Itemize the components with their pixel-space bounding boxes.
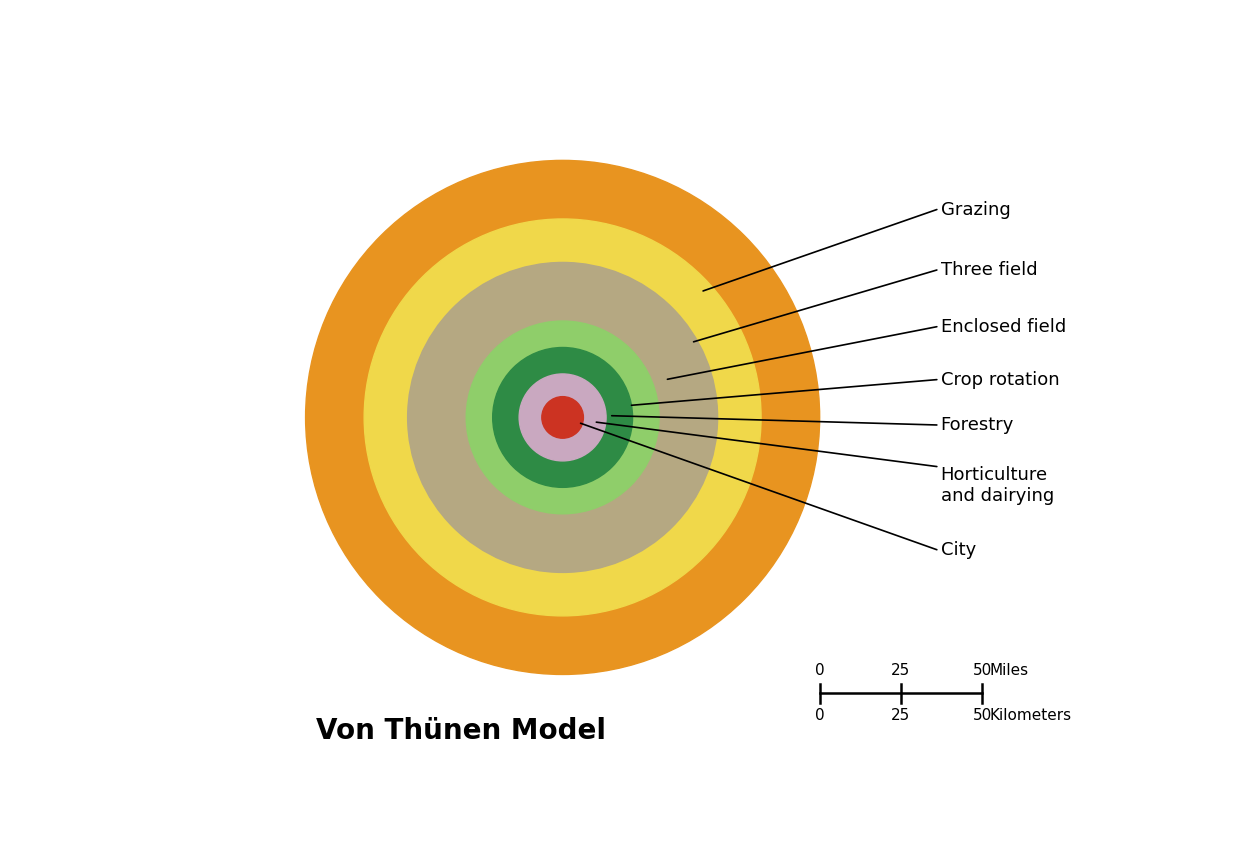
Circle shape (542, 397, 583, 438)
Text: Three field: Three field (940, 261, 1037, 279)
Text: Kilometers: Kilometers (989, 708, 1072, 723)
Text: 50: 50 (973, 664, 992, 678)
Text: 25: 25 (892, 664, 911, 678)
Text: Forestry: Forestry (940, 416, 1014, 434)
Text: Miles: Miles (989, 664, 1029, 678)
Text: Von Thünen Model: Von Thünen Model (316, 717, 606, 745)
Text: 25: 25 (892, 708, 911, 723)
Text: Grazing: Grazing (940, 200, 1010, 219)
Text: City: City (940, 541, 975, 559)
Text: Horticulture
and dairying: Horticulture and dairying (940, 466, 1054, 505)
Circle shape (407, 263, 718, 572)
Text: 0: 0 (814, 708, 824, 723)
Text: 0: 0 (814, 664, 824, 678)
Text: Enclosed field: Enclosed field (940, 318, 1065, 336)
Circle shape (306, 161, 819, 675)
Text: Crop rotation: Crop rotation (940, 371, 1059, 389)
Circle shape (466, 321, 659, 514)
Text: 50: 50 (973, 708, 992, 723)
Circle shape (365, 219, 761, 616)
Circle shape (492, 347, 632, 487)
Circle shape (520, 374, 606, 461)
